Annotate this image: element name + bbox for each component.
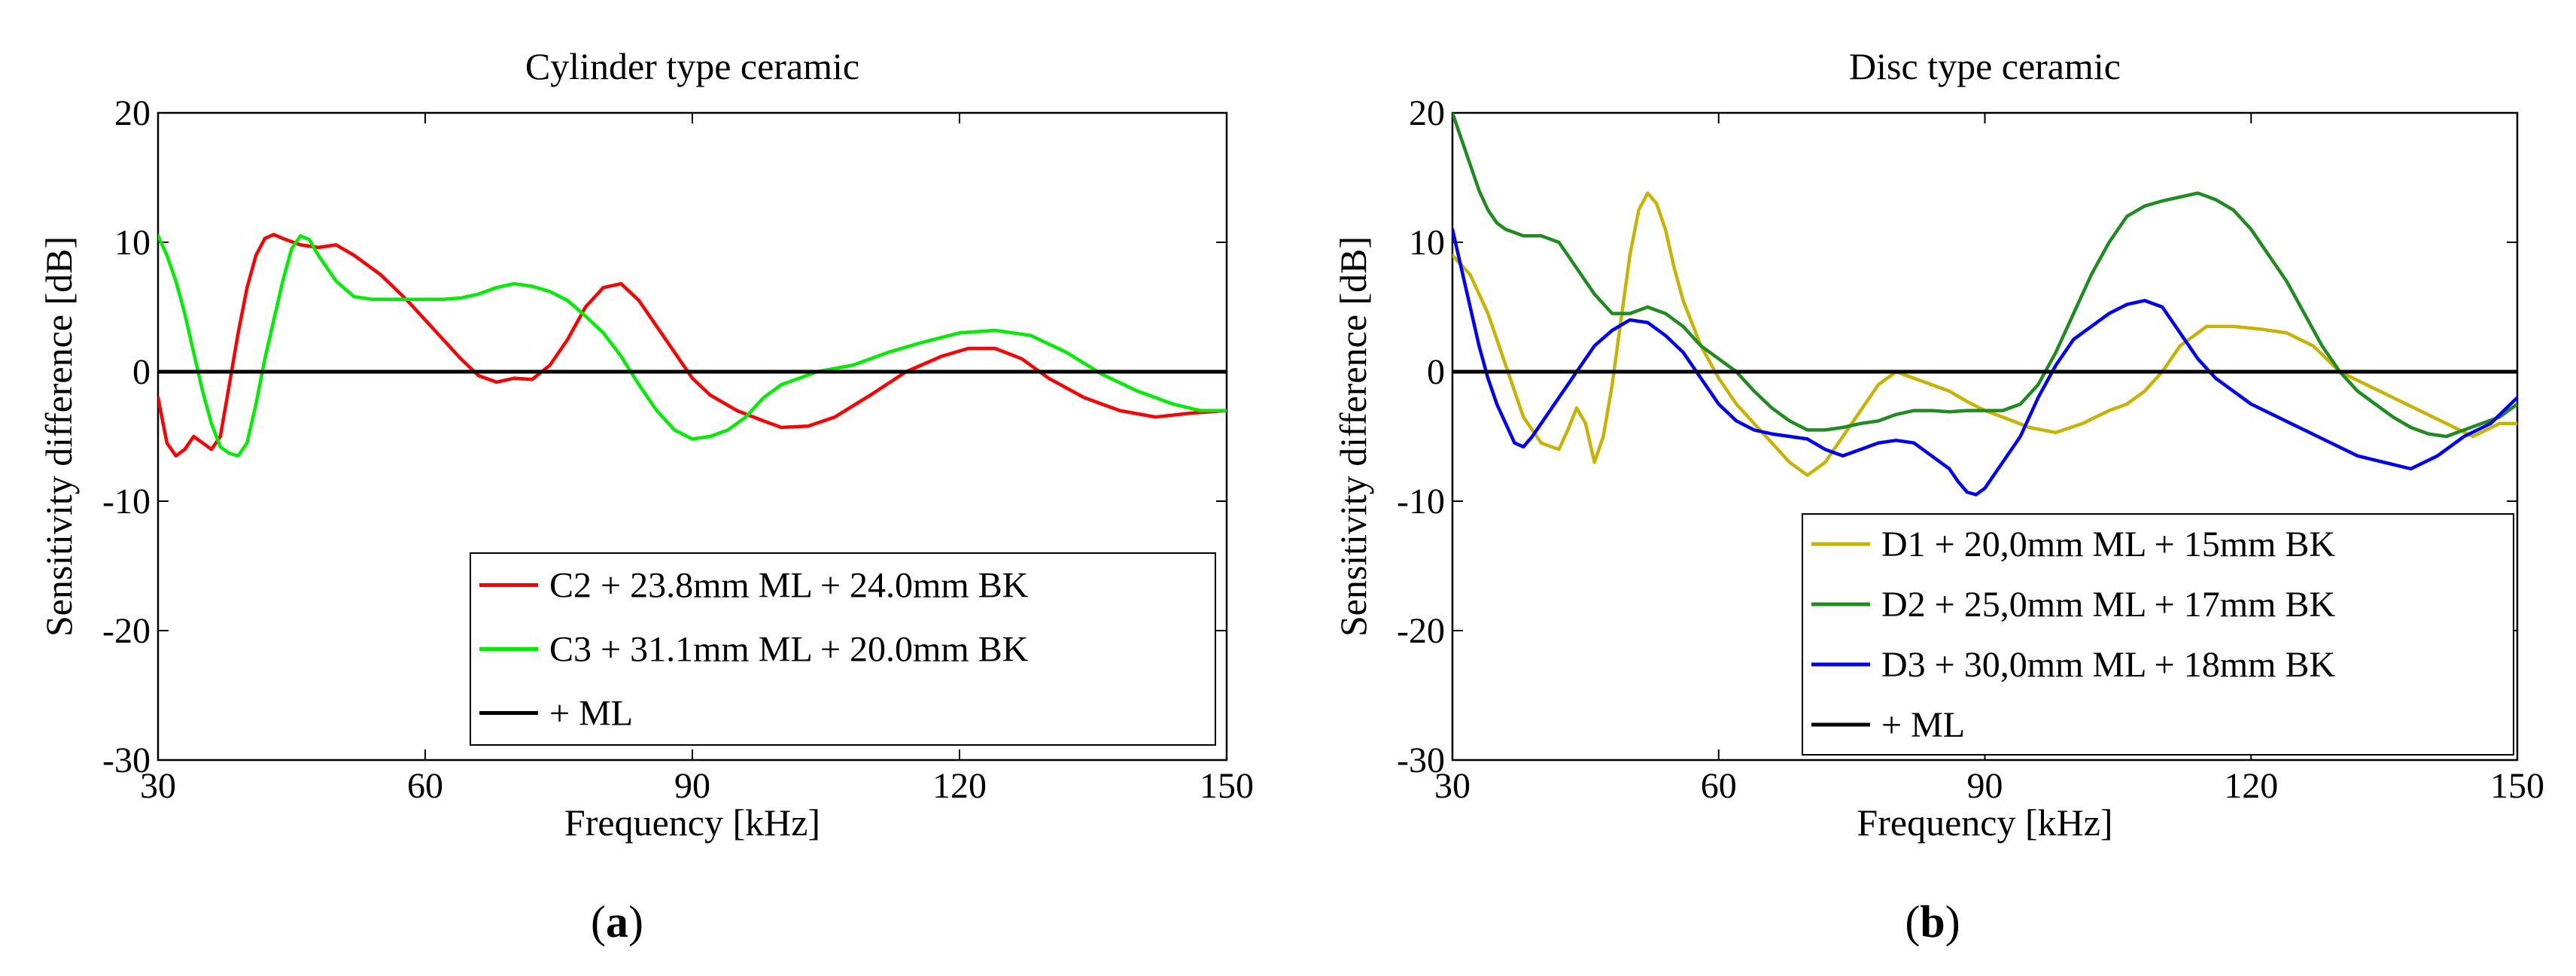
legend-box [1802,513,2514,756]
series-line-2 [158,234,1227,458]
panel-label-letter: a [606,897,628,947]
x-tick-label: 60 [407,766,443,806]
series-line-2 [1452,113,2517,439]
y-tick-label: 0 [1427,352,1445,392]
y-tick-label: -30 [1397,740,1445,780]
x-tick-label: 60 [1701,766,1737,806]
panel-b: Disc type ceramic 30 60 90 120 150 20 10 0 -10 -20… [1332,45,2544,947]
series-line-3 [1452,227,2517,497]
series-group [1452,113,2517,497]
legend-label: D3 + 30,0mm ML + 18mm BK [1881,645,2335,685]
legend: D1 + 20,0mm ML + 15mm BK D2 + 25,0mm ML +… [1802,513,2514,756]
x-tick-label: 30 [1434,766,1470,806]
y-axis-label: Sensitivity difference [dB] [38,236,80,637]
panel-label-letter: b [1920,897,1945,947]
x-axis-label: Frequency [kHz] [1857,801,2112,844]
chart-title: Cylinder type ceramic [525,45,859,87]
x-tick-label: 90 [674,766,710,806]
panel-label-close: ) [1945,897,1960,947]
y-tick-label: 20 [1409,93,1445,133]
y-tick-label: 20 [114,93,151,133]
legend-label: D1 + 20,0mm ML + 15mm BK [1881,524,2335,564]
x-tick-label: 120 [932,766,987,806]
y-tick-label: 10 [1409,223,1445,263]
y-tick-label: -10 [102,482,151,521]
legend-box [470,552,1216,746]
series-line-1 [158,233,1227,458]
legend-label: + ML [549,694,633,734]
panel-a: Cylinder type ceramic 30 60 90 120 150 20 10 0 -1… [38,45,1254,947]
y-tick-label: -20 [102,611,151,651]
panel-label-open: ( [591,897,606,947]
y-tick-label: 10 [114,223,151,263]
panel-label: (b) [1905,897,1960,947]
x-axis-label: Frequency [kHz] [564,801,820,844]
x-tick-label: 90 [1967,766,2003,806]
y-tick-label: -20 [1397,611,1445,651]
legend-label: C2 + 23.8mm ML + 24.0mm BK [549,566,1029,606]
legend-label: D2 + 25,0mm ML + 17mm BK [1881,585,2335,625]
series-line-1 [1452,191,2517,477]
legend-label: C3 + 31.1mm ML + 20.0mm BK [549,630,1029,670]
panel-label-open: ( [1905,897,1920,947]
y-tick-label: -30 [102,740,151,780]
y-tick-label: -10 [1397,482,1445,521]
y-axis-label: Sensitivity difference [dB] [1332,236,1374,637]
legend-label: + ML [1881,705,1965,745]
x-tick-label: 120 [2224,766,2278,806]
x-tick-label: 150 [2490,766,2544,806]
panel-label-close: ) [628,897,643,947]
x-tick-label: 150 [1200,766,1254,806]
x-tick-label: 30 [140,766,176,806]
series-group [158,233,1227,458]
chart-title: Disc type ceramic [1849,45,2121,87]
legend: C2 + 23.8mm ML + 24.0mm BK C3 + 31.1mm ML… [470,552,1216,746]
panel-label: (a) [591,897,643,947]
y-tick-label: 0 [132,352,151,392]
